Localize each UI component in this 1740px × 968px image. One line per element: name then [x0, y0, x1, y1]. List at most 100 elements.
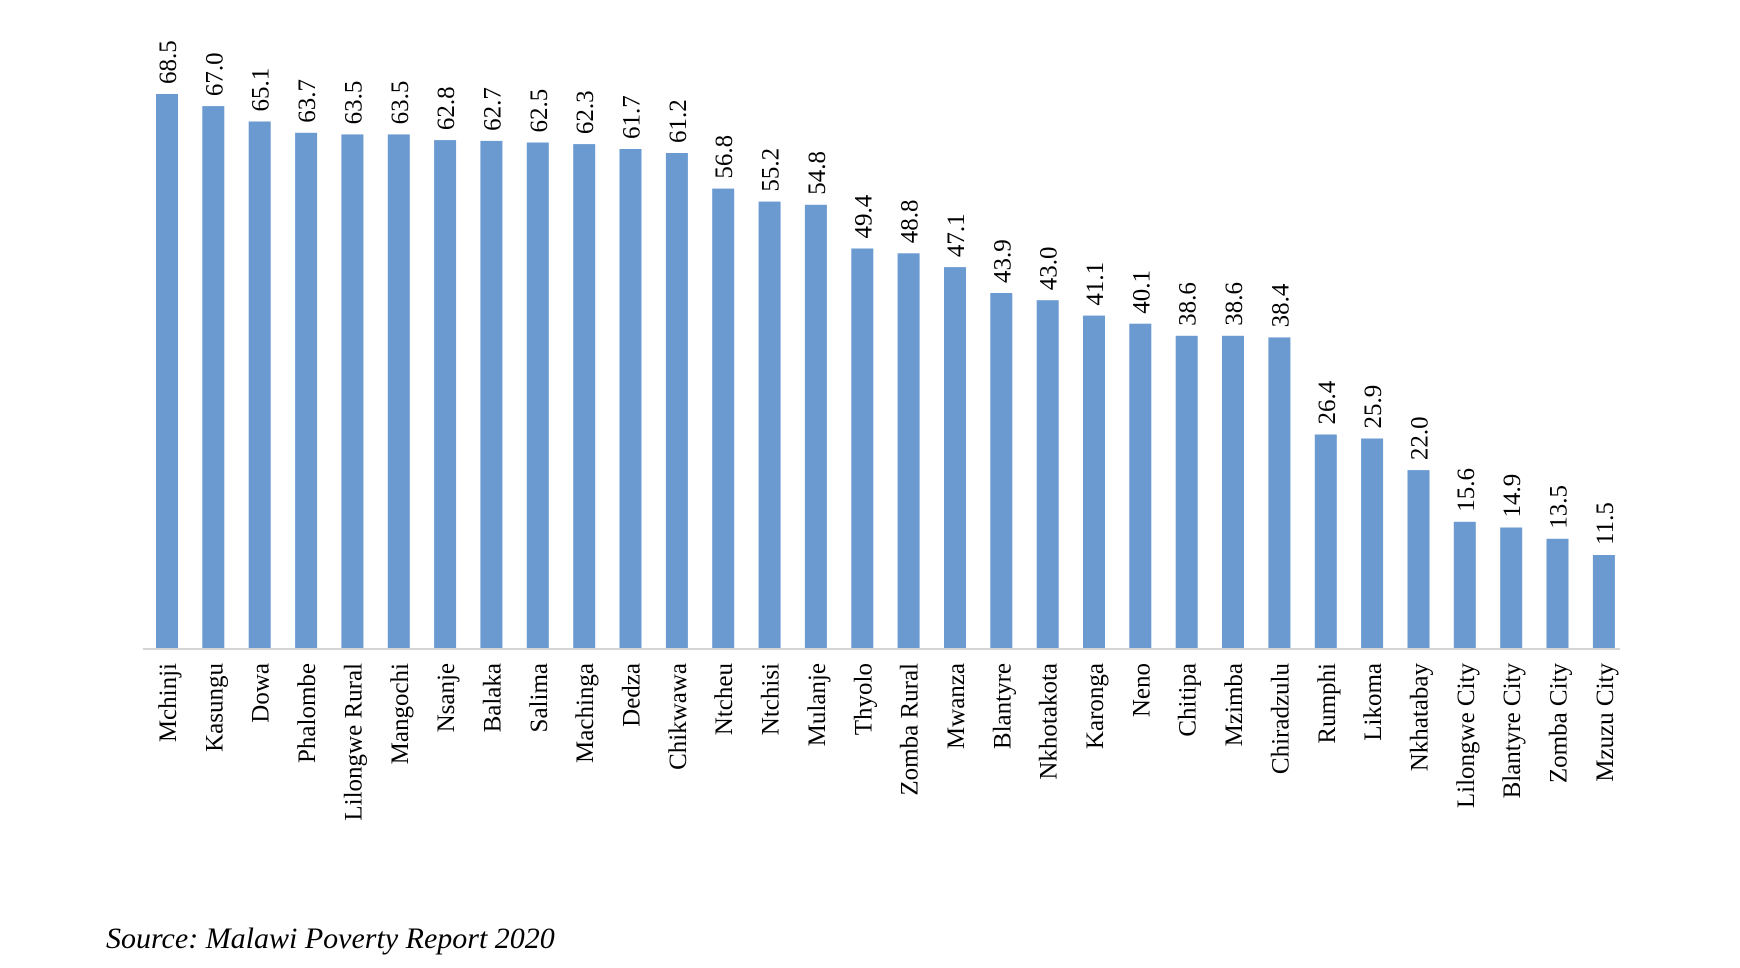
x-tick-label: Mzuzu City [1592, 663, 1619, 782]
bar-nkhotakota [1036, 300, 1059, 648]
x-tick-label: Likoma [1360, 663, 1387, 741]
x-tick-label: Chitipa [1175, 663, 1202, 737]
bar-chikwawa [665, 153, 688, 648]
bar-salima [526, 142, 549, 648]
data-label: 26.4 [1314, 380, 1341, 424]
data-label: 43.0 [1036, 246, 1063, 290]
x-tick-label: Nsanje [433, 663, 460, 732]
x-tick-label: Nkhotakota [1036, 663, 1063, 780]
data-label: 40.1 [1128, 270, 1155, 314]
bar-dedza [619, 149, 642, 648]
bar-chitipa [1175, 335, 1198, 648]
data-label: 48.8 [897, 200, 924, 244]
data-label: 15.6 [1453, 468, 1480, 512]
data-label: 49.4 [850, 194, 877, 238]
x-tick-label: Rumphi [1314, 663, 1341, 744]
x-tick-label: Zomba City [1546, 663, 1573, 784]
data-label: 61.7 [619, 95, 646, 139]
x-tick-label: Lilongwe City [1453, 663, 1480, 809]
bar-blantyre-city [1500, 527, 1523, 648]
x-tick-label: Thyolo [850, 663, 877, 735]
bar-zomba-rural [897, 253, 920, 649]
x-tick-label: Chikwawa [665, 663, 692, 770]
x-tick-label: Machinga [572, 663, 599, 763]
bar-mchinji [156, 94, 178, 648]
x-tick-label: Mwanza [943, 663, 970, 749]
data-labels: 68.5 67.0 65.1 63.7 63.5 63.5 62.8 62.7 62.5 62.3… [155, 40, 1619, 545]
bar-balaka [480, 140, 503, 648]
data-label: 47.1 [943, 213, 970, 257]
data-label: 65.1 [248, 68, 275, 112]
bar-dowa [248, 121, 271, 648]
data-label: 61.2 [665, 99, 692, 143]
data-label: 63.7 [294, 79, 321, 123]
data-label: 55.2 [758, 148, 785, 192]
data-label: 54.8 [804, 151, 831, 195]
x-tick-label: Ntchisi [758, 663, 785, 735]
x-axis-tick-labels: Mchinji Kasungu Dowa Phalombe Lilongwe Rural… [155, 663, 1619, 821]
bar-nkhatabay [1407, 470, 1430, 648]
data-label: 41.1 [1082, 262, 1109, 306]
data-label: 38.6 [1221, 282, 1248, 326]
bar-mwanza [944, 267, 966, 648]
bar-mangochi [387, 134, 410, 648]
x-tick-label: Zomba Rural [897, 663, 924, 796]
bar-likoma [1361, 438, 1384, 648]
bar-mzuzu-city [1592, 555, 1615, 648]
bar-phalombe [295, 132, 318, 649]
data-label: 38.4 [1267, 283, 1294, 327]
x-tick-label: Dedza [619, 663, 646, 727]
bar-lilongwe-city [1453, 521, 1476, 648]
x-tick-label: Blantyre City [1499, 663, 1526, 799]
bar-neno [1129, 323, 1152, 648]
x-tick-label: Balaka [479, 663, 506, 732]
bar-blantyre [990, 293, 1013, 648]
x-tick-label: Chiradzulu [1267, 663, 1294, 775]
x-tick-label: Mchinji [155, 663, 182, 742]
data-label: 63.5 [387, 81, 414, 125]
data-label: 13.5 [1546, 485, 1573, 529]
bar-ntchisi [758, 201, 781, 648]
bar-mzimba [1222, 335, 1244, 648]
x-tick-label: Mzimba [1221, 663, 1248, 746]
data-label: 67.0 [201, 52, 228, 96]
x-tick-label: Lilongwe Rural [340, 663, 367, 821]
source-note: Source: Malawi Poverty Report 2020 [106, 922, 555, 955]
data-label: 25.9 [1360, 385, 1387, 429]
bar-ntcheu [712, 188, 735, 648]
x-tick-label: Karonga [1082, 663, 1109, 749]
bars [156, 94, 1615, 649]
data-label: 11.5 [1592, 502, 1619, 545]
x-tick-label: Salima [526, 663, 553, 732]
bar-rumphi [1314, 434, 1337, 648]
x-tick-label: Neno [1128, 663, 1155, 717]
bar-machinga [573, 144, 596, 648]
bar-thyolo [851, 248, 874, 648]
bar-nsanje [434, 140, 457, 648]
x-tick-label: Phalombe [294, 663, 321, 763]
data-label: 56.8 [711, 135, 738, 179]
data-label: 62.8 [433, 86, 460, 130]
bar-lilongwe-rural [341, 134, 364, 648]
bar-kasungu [202, 106, 225, 649]
data-label: 62.3 [572, 90, 599, 134]
bar-zomba-city [1546, 538, 1569, 648]
data-label: 38.6 [1175, 282, 1202, 326]
data-label: 63.5 [340, 81, 367, 125]
data-label: 62.7 [479, 87, 506, 131]
x-tick-label: Mangochi [387, 663, 414, 764]
x-tick-label: Ntcheu [711, 663, 738, 736]
x-tick-label: Nkhatabay [1407, 663, 1434, 772]
bar-karonga [1083, 315, 1105, 648]
data-label: 14.9 [1499, 474, 1526, 518]
x-tick-label: Dowa [248, 663, 275, 723]
data-label: 22.0 [1407, 416, 1434, 460]
x-tick-label: Mulanje [804, 663, 831, 746]
bar-chiradzulu [1268, 337, 1291, 648]
data-label: 43.9 [989, 239, 1016, 283]
x-tick-label: Blantyre [989, 663, 1016, 749]
data-label: 62.5 [526, 89, 553, 133]
x-tick-label: Kasungu [201, 663, 228, 752]
bar-mulanje [804, 204, 827, 649]
